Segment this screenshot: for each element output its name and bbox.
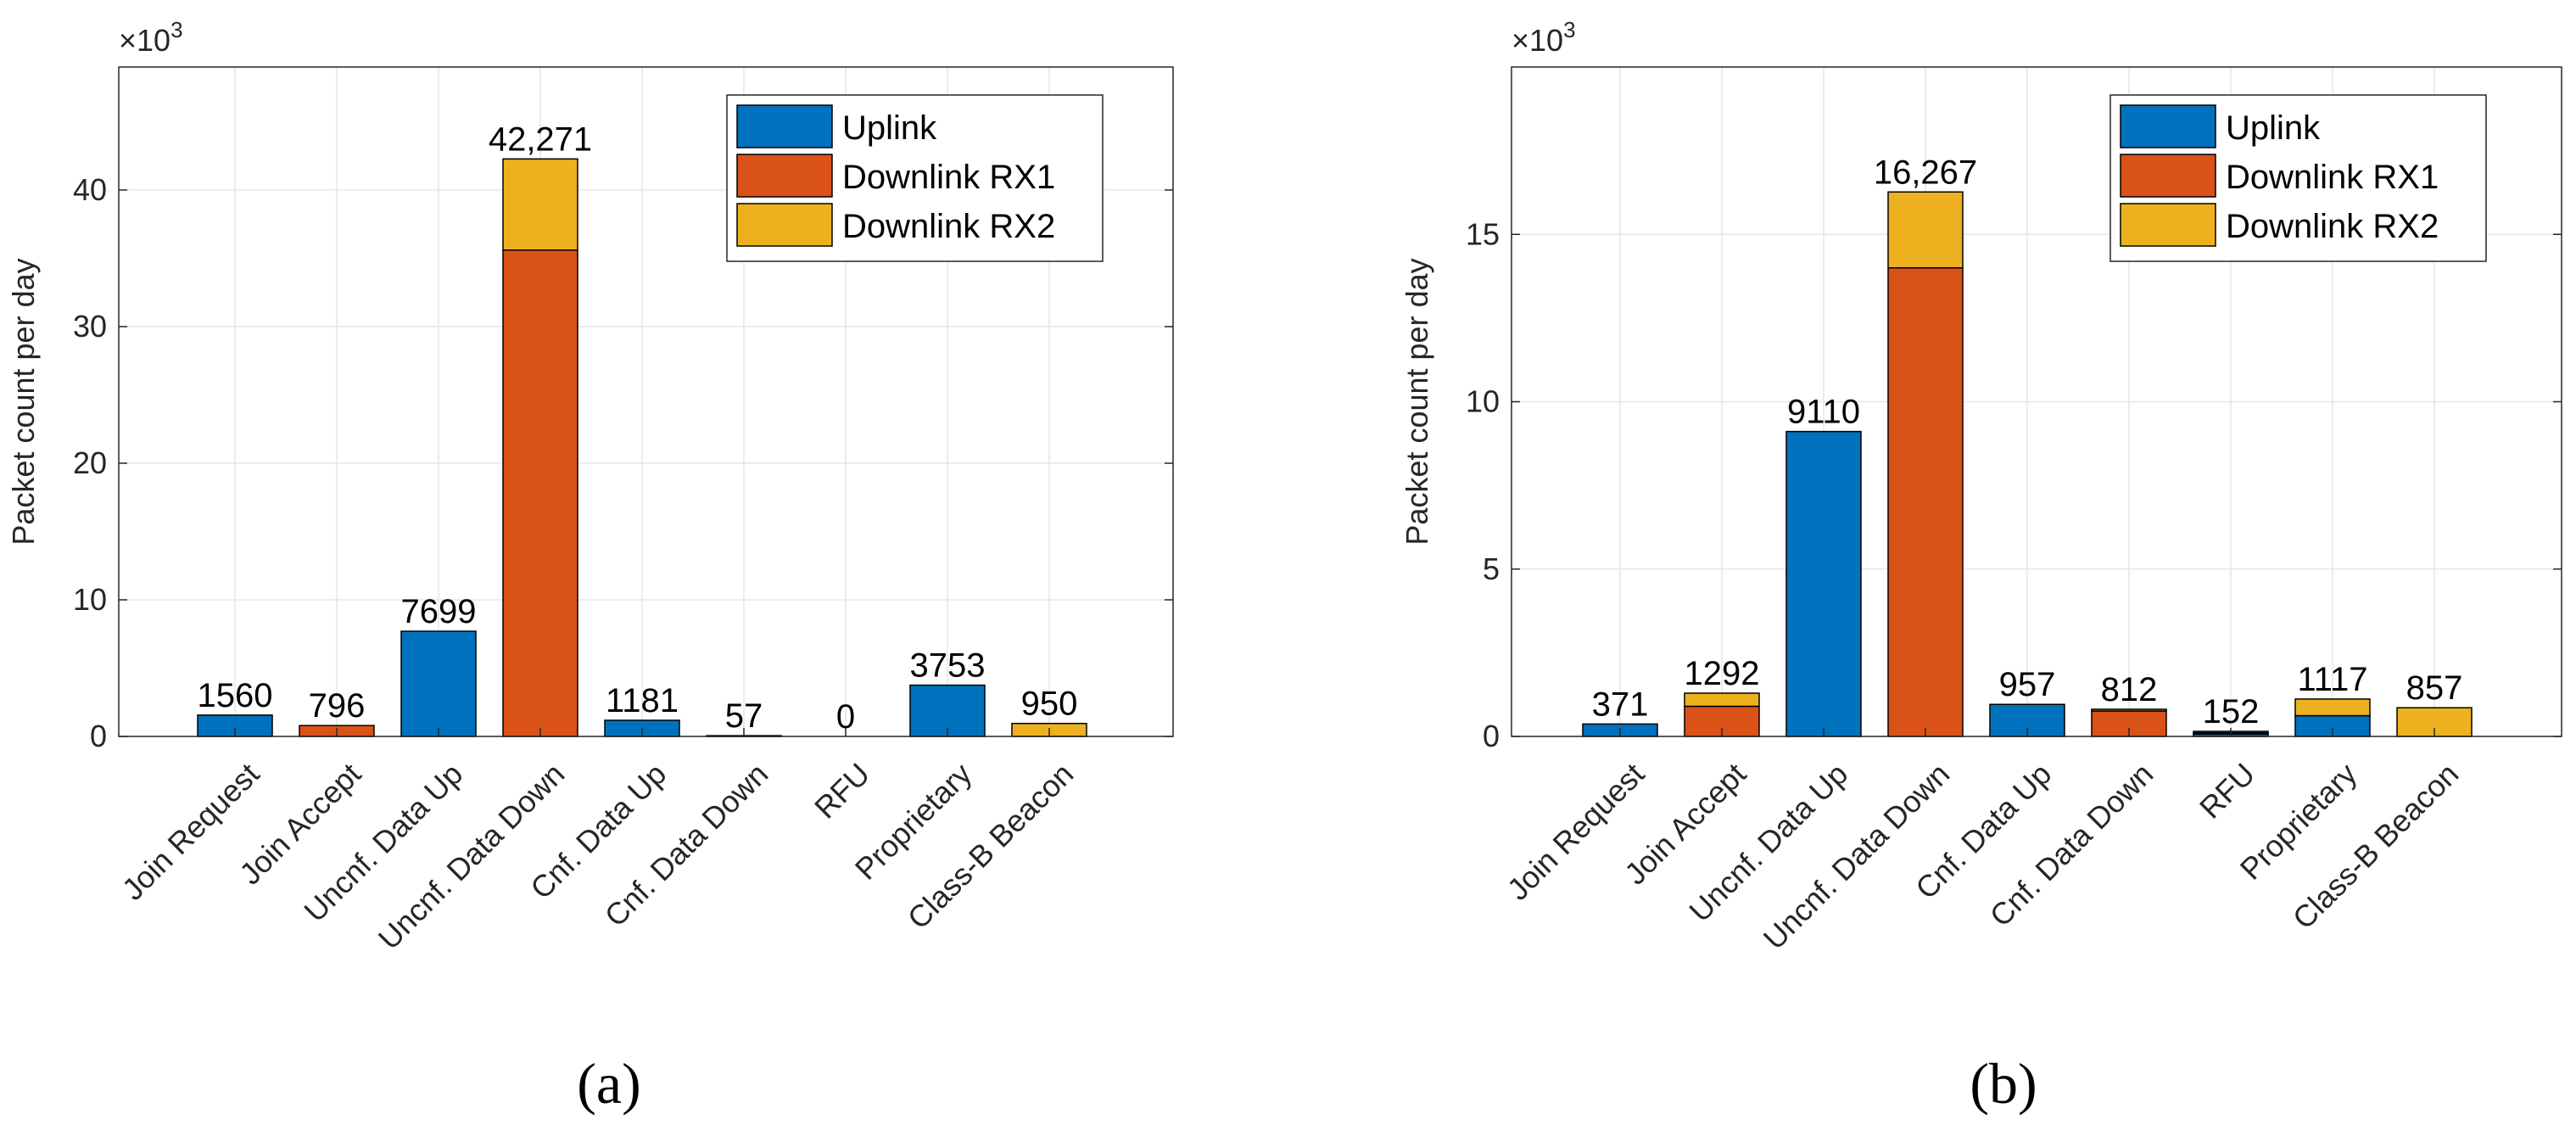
data-label-cnf-data-up: 957 [1999,666,2056,703]
legend-label-downlink-rx2: Downlink RX2 [2226,208,2439,245]
data-label-uncnf-data-down: 16,267 [1874,154,1977,191]
x-tick-label-join-request: Join Request [115,756,266,907]
data-label-join-accept: 796 [309,687,366,725]
x-tick-label-rfu: RFU [807,756,876,825]
legend-swatch-downlink-rx2 [736,203,833,247]
y-tick-label: 5 [1483,551,1500,586]
y-tick-label: 10 [73,582,107,617]
y-tick-label: 10 [1466,384,1500,419]
panel-caption: (b) [1970,1051,2037,1116]
y-axis-label: Packet count per day [6,258,41,545]
y-tick-label: 40 [73,172,107,207]
axis-multiplier-exponent: 3 [170,17,182,42]
data-label-class-b-beacon: 950 [1021,686,1078,723]
bar-uncnf-data-up-uplink [400,630,477,737]
x-tick-label-uncnf-data-down: Uncnf. Data Down [1757,756,1957,956]
axis-multiplier: ×103 [119,17,183,58]
data-label-join-request: 1560 [198,677,273,714]
axis-multiplier: ×103 [1512,17,1576,58]
data-label-uncnf-data-down: 42,271 [489,120,592,158]
axis-multiplier-exponent: 3 [1563,17,1575,42]
bar-uncnf-data-down-downlink-rx1 [502,249,578,737]
bar-join-accept-downlink-rx2 [1684,692,1760,708]
legend-swatch-uplink [736,104,833,148]
bar-uncnf-data-down-downlink-rx1 [1887,266,1964,737]
legend-label-uplink: Uplink [842,109,937,147]
bar-uncnf-data-down-downlink-rx2 [1887,191,1964,269]
legend: Uplink Downlink RX1 Downlink RX2 [2109,94,2487,262]
data-label-rfu: 0 [836,698,855,736]
legend-label-uplink: Uplink [2226,109,2321,147]
legend-swatch-downlink-rx2 [2120,203,2216,247]
data-label-proprietary: 3753 [910,647,986,685]
y-tick-label: 0 [1483,719,1500,753]
legend-label-downlink-rx1: Downlink RX1 [842,159,1055,196]
data-label-cnf-data-up: 1181 [606,682,679,719]
data-label-join-request: 371 [1592,686,1649,723]
bar-uncnf-data-down-downlink-rx2 [502,158,578,251]
legend-label-downlink-rx2: Downlink RX2 [842,208,1055,245]
axis-multiplier-base: ×10 [119,23,170,58]
y-tick-label: 0 [90,719,107,753]
y-tick-label: 15 [1466,216,1500,251]
panel-caption: (a) [577,1051,640,1116]
data-label-cnf-data-down: 812 [2101,671,2158,708]
data-label-join-accept: 1292 [1685,655,1760,692]
data-label-rfu: 152 [2203,693,2260,730]
y-tick-label: 20 [73,445,107,480]
legend-swatch-downlink-rx1 [736,154,833,198]
bar-proprietary-uplink [909,684,986,737]
legend-swatch-downlink-rx1 [2120,154,2216,198]
data-label-class-b-beacon: 857 [2406,669,2463,707]
axes-box [118,66,1174,737]
bar-proprietary-downlink-rx2 [2294,698,2371,717]
axis-multiplier-base: ×10 [1512,23,1563,58]
x-tick-label-uncnf-data-down: Uncnf. Data Down [372,756,572,956]
legend-swatch-uplink [2120,104,2216,148]
legend: Uplink Downlink RX1 Downlink RX2 [726,94,1104,262]
y-tick-label: 30 [73,309,107,344]
data-label-uncnf-data-up: 9110 [1787,394,1860,431]
x-tick-label-join-request: Join Request [1500,756,1651,907]
bar-uncnf-data-up-uplink [1785,430,1862,737]
legend-label-downlink-rx1: Downlink RX1 [2226,159,2439,196]
y-axis-label: Packet count per day [1400,258,1434,545]
data-label-proprietary: 1117 [2297,661,2367,698]
bar-cnf-data-down-downlink-rx2 [2091,708,2167,712]
x-tick-label-rfu: RFU [2193,756,2261,825]
data-label-uncnf-data-up: 7699 [401,593,477,630]
